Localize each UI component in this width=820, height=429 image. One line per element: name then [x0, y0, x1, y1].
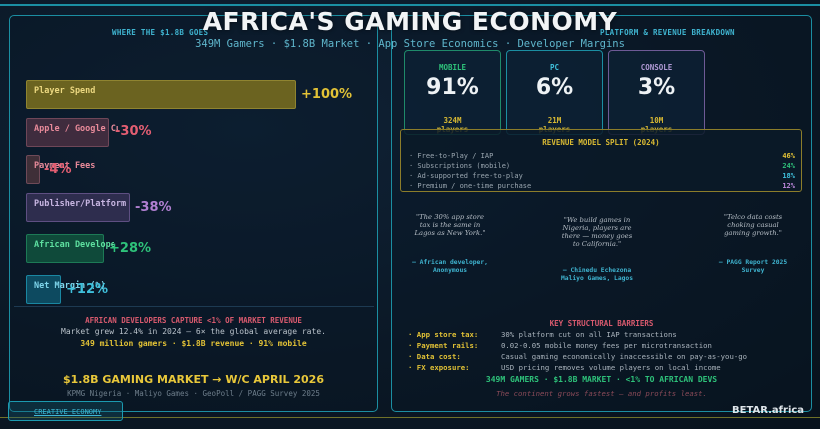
quote-2-attribution: — Chinedu Echezona Maliyo Games, Lagos: [560, 267, 634, 282]
split-value: 46%: [782, 152, 795, 160]
bar-value: -30%: [115, 124, 152, 139]
split-row: · Ad-supported free-to-play 18%: [409, 172, 795, 180]
footer-title: AFRICAN DEVELOPERS CAPTURE <1% OF MARKET…: [85, 316, 302, 325]
barrier-desc: Casual gaming economically inaccessible …: [501, 352, 748, 361]
barrier-row: · Payment rails: 0.02-0.05 mobile money f…: [408, 341, 712, 350]
split-row: · Free-to-Play / IAP 46%: [409, 152, 795, 160]
barriers-title: KEY STRUCTURAL BARRIERS: [549, 319, 654, 328]
quote-1: "The 30% app store tax is the same in La…: [414, 213, 486, 237]
card-pct: 91%: [426, 75, 479, 100]
card-players-count: 21M: [547, 116, 562, 125]
barrier-row: · App store tax: 30% platform cut on all …: [408, 330, 677, 339]
card-pct: 6%: [535, 75, 574, 100]
footer-stats: 349 million gamers · $1.8B revenue · 91%…: [80, 339, 307, 348]
bar-value: -38%: [135, 200, 172, 215]
bar-label: Apple / Google Cut: [34, 124, 118, 134]
page-subtitle: 349M Gamers · $1.8B Market · App Store E…: [195, 38, 625, 50]
bar-payment-fees: [26, 155, 40, 184]
bar-label: Payment Fees: [34, 161, 96, 171]
bar-african-developer: [26, 234, 104, 263]
sources: KPMG Nigeria · Maliyo Games · GeoPoll / …: [67, 389, 320, 398]
split-row: · Subscriptions (mobile) 24%: [409, 162, 795, 170]
bar-net-margin: [26, 275, 61, 304]
card-players-count: 10M: [649, 116, 664, 125]
bar-value: +100%: [301, 87, 353, 102]
split-value: 24%: [782, 162, 795, 170]
quote-3-attribution: — PAGG Report 2025 Survey: [718, 259, 788, 274]
split-row: · Premium / one-time purchase 12%: [409, 182, 795, 190]
bottom-rule: [0, 417, 820, 418]
card-players-count: 324M: [443, 116, 462, 125]
bar-label: African Developer: [34, 240, 114, 250]
barrier-row: · FX exposure: USD pricing removes volume…: [408, 363, 721, 372]
barrier-key: · FX exposure:: [408, 363, 470, 372]
split-value: 12%: [782, 182, 795, 190]
split-title: REVENUE MODEL SPLIT (2024): [542, 138, 660, 147]
bar-value: -4%: [44, 162, 72, 177]
quote-3: "Telco data costs choking casual gaming …: [723, 213, 783, 237]
bar-value: +12%: [66, 282, 109, 297]
summary-stats: 349M GAMERS · $1.8B MARKET · <1% TO AFRI…: [485, 375, 718, 384]
quote-2: "We build games in Nigeria, players are …: [561, 216, 633, 248]
divider: [14, 306, 374, 307]
headline: $1.8B GAMING MARKET → W/C APRIL 2026: [63, 373, 324, 386]
barrier-desc: 0.02-0.05 mobile money fees per microtra…: [501, 341, 712, 350]
brand-logo[interactable]: BETAR.africa: [732, 405, 805, 416]
bar-apple-google-cut: [26, 118, 109, 147]
right-section-label: PLATFORM & REVENUE BREAKDOWN: [600, 28, 735, 37]
card-console: CONSOLE 3% 10Mplayers: [608, 50, 705, 135]
card-pc: PC 6% 21Mplayers: [506, 50, 603, 135]
card-name: CONSOLE: [640, 63, 673, 72]
split-label: · Free-to-Play / IAP: [409, 152, 494, 160]
page-title: AFRICA'S GAMING ECONOMY: [202, 7, 618, 36]
bar-label: Player Spend: [34, 86, 96, 96]
card-mobile: MOBILE 91% 324Mplayers: [404, 50, 501, 135]
left-section-label: WHERE THE $1.8B GOES: [112, 28, 209, 37]
bar-publisher-platform: [26, 193, 130, 222]
barrier-row: · Data cost: Casual gaming economically i…: [408, 352, 747, 361]
footer-line: Market grew 12.4% in 2024 — 6× the globa…: [61, 327, 326, 336]
split-label: · Premium / one-time purchase: [409, 182, 532, 190]
creative-economy-tag[interactable]: CREATIVE ECONOMY: [8, 401, 123, 421]
card-name: PC: [549, 63, 560, 72]
split-value: 18%: [782, 172, 795, 180]
card-name: MOBILE: [438, 63, 467, 72]
quote-1-attribution: — African developer, Anonymous: [412, 259, 488, 274]
barrier-desc: USD pricing removes volume players on lo…: [501, 363, 721, 372]
barrier-key: · Payment rails:: [408, 341, 479, 350]
barrier-key: · Data cost:: [408, 352, 461, 361]
barrier-key: · App store tax:: [408, 330, 479, 339]
tagline: The continent grows fastest — and profit…: [496, 389, 707, 398]
card-pct: 3%: [637, 75, 676, 100]
revenue-split-box: REVENUE MODEL SPLIT (2024) · Free-to-Pla…: [400, 129, 802, 192]
barrier-desc: 30% platform cut on all IAP transactions: [501, 330, 677, 339]
bar-label: Net Margin (%): [34, 281, 106, 291]
split-label: · Subscriptions (mobile): [409, 162, 511, 170]
bar-player-spend: [26, 80, 296, 109]
top-rule: [0, 4, 820, 6]
split-label: · Ad-supported free-to-play: [409, 172, 523, 180]
bar-value: +28%: [109, 241, 152, 256]
bar-label: Publisher/Platform: [34, 199, 127, 209]
